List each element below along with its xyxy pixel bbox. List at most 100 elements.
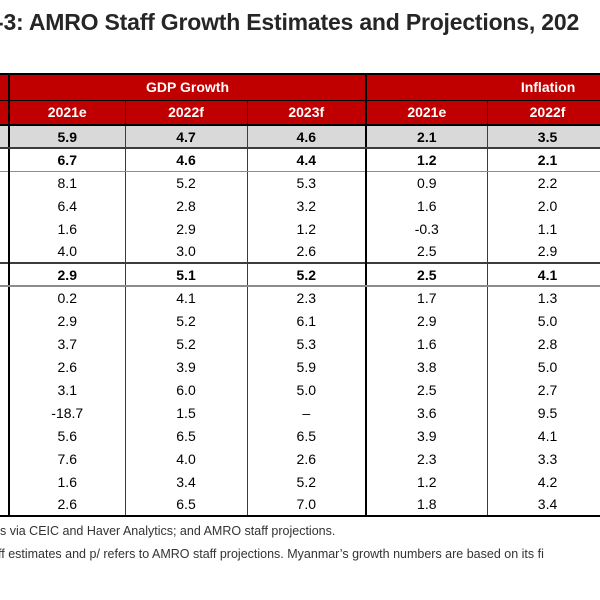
value-cell: 5.1 (125, 262, 248, 287)
value-cell: 5.2 (125, 171, 248, 194)
table-row: 2.6 6.5 7.0 1.8 3.4 (0, 493, 600, 517)
country-cell-clipped (0, 171, 10, 194)
value-cell: 1.7 (366, 286, 488, 309)
value-cell: 3.7 (9, 332, 126, 355)
value-cell: 3.4 (487, 493, 600, 517)
value-cell: 1.5 (125, 401, 248, 424)
table-row: 2.6 3.9 5.9 3.8 5.0 (0, 355, 600, 378)
country-cell-clipped (0, 493, 10, 517)
value-cell: 1.1 (487, 217, 600, 240)
country-cell-clipped (0, 355, 10, 378)
value-cell: 5.2 (125, 332, 248, 355)
estimates-table: GDP Growth Inflation 2021e 2022f 2023f 2… (0, 73, 600, 517)
gdp-growth-group-header: GDP Growth (9, 74, 368, 101)
value-cell: 2.9 (125, 217, 248, 240)
value-cell: 2.7 (487, 378, 600, 401)
value-cell: -0.3 (366, 217, 488, 240)
country-cell-clipped (0, 217, 10, 240)
table-row: 6.7 4.6 4.4 1.2 2.1 (0, 148, 600, 172)
value-cell: 4.6 (247, 125, 368, 149)
value-cell: 1.2 (247, 217, 368, 240)
value-cell: 3.9 (125, 355, 248, 378)
value-cell: 3.2 (247, 194, 368, 217)
value-cell: 6.7 (9, 148, 126, 172)
table-row: 8.1 5.2 5.3 0.9 2.2 (0, 171, 600, 194)
value-cell: 9.5 (487, 401, 600, 424)
value-cell: -18.7 (9, 401, 126, 424)
value-cell: 5.2 (247, 470, 368, 493)
country-cell-clipped (0, 125, 10, 149)
value-cell: 2.2 (487, 171, 600, 194)
value-cell: 5.0 (487, 309, 600, 332)
value-cell: 0.2 (9, 286, 126, 309)
country-cell-clipped (0, 309, 10, 332)
value-cell: 2.6 (247, 240, 368, 263)
value-cell: 0.9 (366, 171, 488, 194)
value-cell: 2.5 (366, 378, 488, 401)
value-cell: 4.1 (487, 424, 600, 447)
footnote-sources: s via CEIC and Haver Analytics; and AMRO… (0, 524, 336, 538)
table-row: 0.2 4.1 2.3 1.7 1.3 (0, 286, 600, 309)
value-cell: 2.5 (366, 262, 488, 287)
table-row: 2.9 5.1 5.2 2.5 4.1 (0, 262, 600, 287)
estimates-table-container: GDP Growth Inflation 2021e 2022f 2023f 2… (0, 73, 600, 517)
value-cell: 2.1 (487, 148, 600, 172)
value-cell: 3.6 (366, 401, 488, 424)
value-cell: 6.5 (125, 493, 248, 517)
group-header-row: GDP Growth Inflation (0, 74, 600, 101)
value-cell: 6.5 (125, 424, 248, 447)
value-cell: 3.0 (125, 240, 248, 263)
value-cell: 4.2 (487, 470, 600, 493)
value-cell: 5.9 (9, 125, 126, 149)
country-column-stub (0, 100, 10, 126)
value-cell: 3.4 (125, 470, 248, 493)
table-body: 5.9 4.7 4.6 2.1 3.5 6.7 4.6 4.4 1.2 2.1 8.1 5.2 5.3 0… (0, 125, 600, 517)
value-cell: – (247, 401, 368, 424)
value-cell: 5.3 (247, 171, 368, 194)
value-cell: 4.1 (125, 286, 248, 309)
value-cell: 5.6 (9, 424, 126, 447)
value-cell: 5.0 (247, 378, 368, 401)
table-row: 7.6 4.0 2.6 2.3 3.3 (0, 447, 600, 470)
table-row: 5.9 4.7 4.6 2.1 3.5 (0, 125, 600, 149)
gdp-2021e-header: 2021e (9, 100, 126, 126)
value-cell: 2.6 (247, 447, 368, 470)
value-cell: 1.3 (487, 286, 600, 309)
country-cell-clipped (0, 262, 10, 287)
value-cell: 6.4 (9, 194, 126, 217)
gdp-2022f-header: 2022f (125, 100, 248, 126)
country-column-stub (0, 74, 10, 101)
country-cell-clipped (0, 332, 10, 355)
value-cell: 5.2 (125, 309, 248, 332)
country-cell-clipped (0, 286, 10, 309)
value-cell: 2.6 (9, 355, 126, 378)
value-cell: 6.0 (125, 378, 248, 401)
value-cell: 3.9 (366, 424, 488, 447)
value-cell: 8.1 (9, 171, 126, 194)
value-cell: 1.6 (9, 217, 126, 240)
country-cell-clipped (0, 194, 10, 217)
value-cell: 2.8 (125, 194, 248, 217)
value-cell: 4.6 (125, 148, 248, 172)
table-row: 1.6 3.4 5.2 1.2 4.2 (0, 470, 600, 493)
value-cell: 2.9 (9, 262, 126, 287)
value-cell: 5.9 (247, 355, 368, 378)
country-cell-clipped (0, 424, 10, 447)
table-row: -18.7 1.5–3.6 9.5 (0, 401, 600, 424)
value-cell: 1.2 (366, 470, 488, 493)
gdp-2023f-header: 2023f (247, 100, 368, 126)
country-cell-clipped (0, 148, 10, 172)
footnote-notes: ff estimates and p/ refers to AMRO staff… (0, 547, 544, 561)
value-cell: 2.9 (9, 309, 126, 332)
value-cell: 2.0 (487, 194, 600, 217)
country-cell-clipped (0, 378, 10, 401)
value-cell: 3.3 (487, 447, 600, 470)
value-cell: 7.0 (247, 493, 368, 517)
value-cell: 4.4 (247, 148, 368, 172)
table-row: 3.1 6.0 5.0 2.5 2.7 (0, 378, 600, 401)
value-cell: 6.5 (247, 424, 368, 447)
value-cell: 1.8 (366, 493, 488, 517)
table-row: 4.0 3.0 2.6 2.5 2.9 (0, 240, 600, 263)
inflation-2021e-header: 2021e (366, 100, 488, 126)
